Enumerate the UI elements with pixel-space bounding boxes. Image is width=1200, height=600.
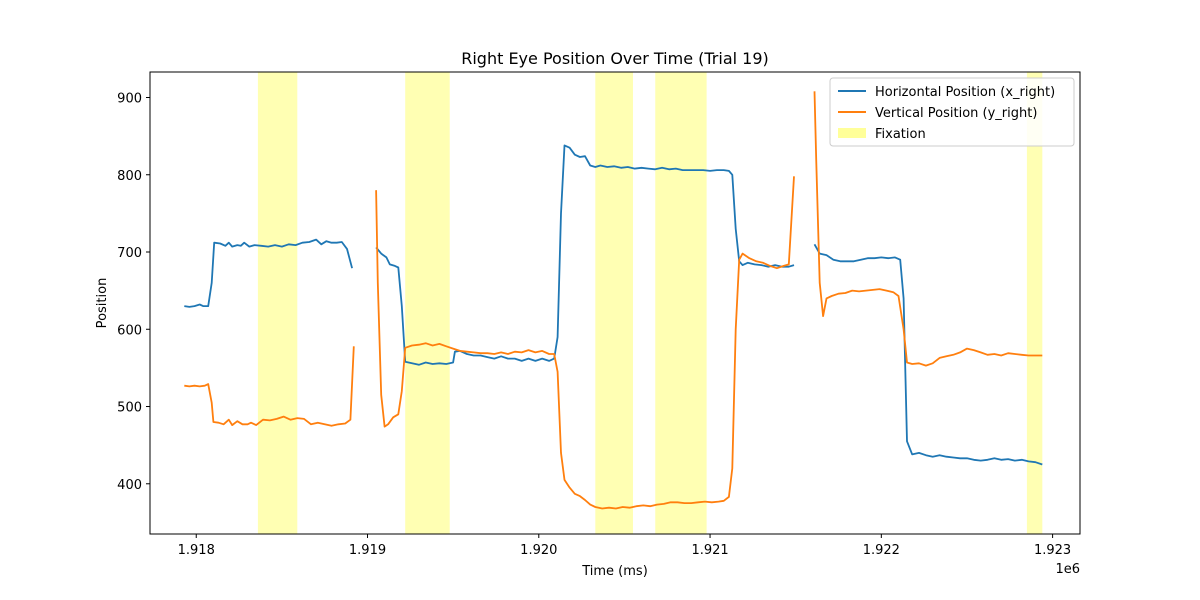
x-tick-label: 1.918 (178, 543, 215, 558)
x-right-line-segment-2 (375, 144, 795, 366)
y-axis-ticks: 400 500 600 700 800 900 (117, 91, 150, 493)
y-tick-label: 800 (117, 169, 142, 184)
x-axis-ticks: 1.918 1.919 1.920 1.921 1.922 1.923 (178, 534, 1071, 558)
x-tick-label: 1.922 (863, 543, 900, 558)
legend-label-2: Vertical Position (y_right) (875, 106, 1037, 121)
fixation-band-5 (1026, 72, 1043, 534)
y-tick-label: 600 (117, 323, 142, 338)
y-tick-label: 400 (117, 478, 142, 493)
y-right-line-segment-1 (184, 346, 355, 427)
legend-label-1: Horizontal Position (x_right) (875, 85, 1055, 100)
fixation-band-2 (405, 72, 450, 534)
x-axis-offset-label: 1e6 (1055, 562, 1080, 577)
y-axis-label: Position (95, 278, 110, 329)
x-tick-label: 1.919 (349, 543, 386, 558)
plot-frame (149, 71, 1081, 535)
x-axis-label: Time (ms) (581, 564, 648, 579)
y-tick-label: 500 (117, 401, 142, 416)
legend-label-3: Fixation (875, 127, 926, 142)
fixation-band-3 (595, 72, 633, 534)
y-right-line-segment-2 (375, 176, 795, 510)
chart-title: Right Eye Position Over Time (Trial 19) (461, 49, 769, 68)
x-right-line-segment-1 (184, 238, 353, 308)
x-tick-label: 1.921 (691, 543, 728, 558)
fixation-band-1 (257, 72, 298, 534)
x-tick-label: 1.920 (520, 543, 557, 558)
series-lines (184, 91, 1043, 510)
legend-swatch-3 (838, 128, 866, 138)
x-tick-label: 1.923 (1034, 543, 1071, 558)
y-tick-label: 900 (117, 91, 142, 106)
y-right-line-segment-3 (813, 91, 1043, 367)
fixation-bands (257, 72, 1043, 534)
legend-box (829, 77, 1075, 147)
legend: Horizontal Position (x_right) Vertical Po… (829, 77, 1075, 147)
x-right-line-segment-3 (813, 243, 1043, 466)
fixation-band-4 (655, 72, 707, 534)
y-tick-label: 700 (117, 246, 142, 261)
